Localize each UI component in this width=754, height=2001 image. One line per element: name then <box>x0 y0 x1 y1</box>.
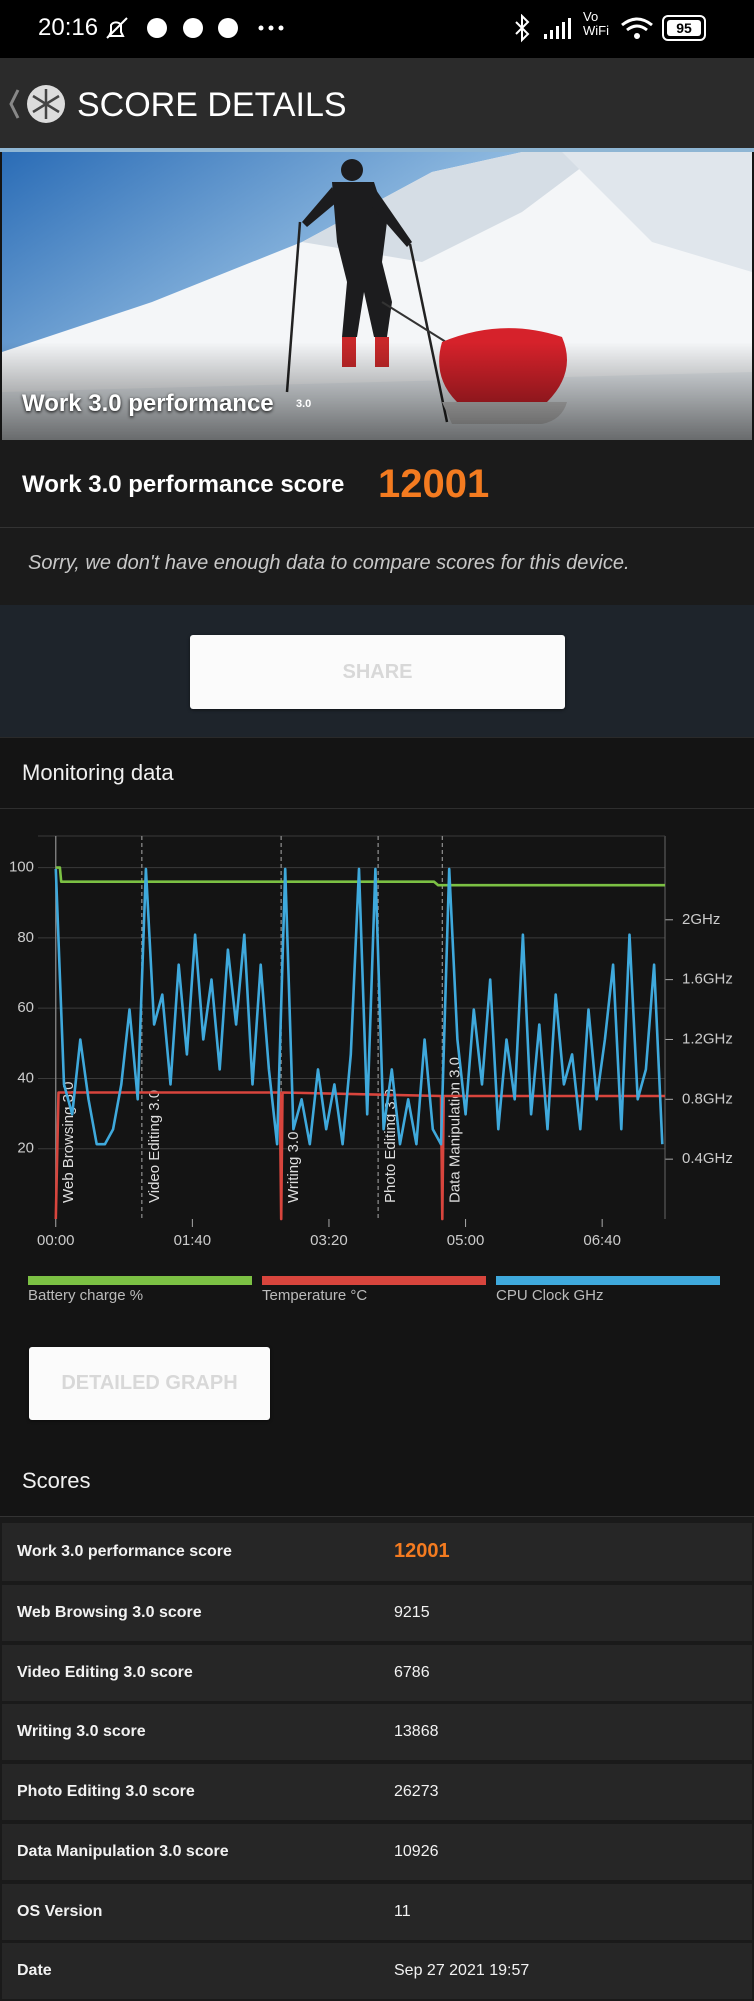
score-name: Date <box>17 1962 52 1980</box>
score-value: 6786 <box>394 1663 430 1681</box>
score-name: Photo Editing 3.0 score <box>17 1783 195 1801</box>
segment-label: Video Editing 3.0 <box>146 1090 163 1203</box>
legend-swatch <box>262 1276 486 1285</box>
hero-image <box>2 152 752 440</box>
score-value: 26273 <box>394 1783 439 1801</box>
score-name: Work 3.0 performance score <box>17 1543 232 1560</box>
y-tick-label: 80 <box>17 929 34 946</box>
battery: 95 <box>662 15 706 41</box>
score-name: Writing 3.0 score <box>17 1723 146 1741</box>
series-line <box>54 867 664 1146</box>
header-divider <box>0 148 754 152</box>
legend-swatch <box>496 1276 720 1285</box>
y-tick-label: 20 <box>17 1140 34 1157</box>
detailed-graph-button[interactable]: DETAILED GRAPH <box>29 1347 270 1420</box>
x-tick-label: 05:00 <box>447 1232 485 1249</box>
compare-message: Sorry, we don't have enough data to comp… <box>28 552 630 574</box>
section-divider <box>0 808 754 809</box>
share-area: SHARE <box>0 605 754 737</box>
scores-title: Scores <box>22 1468 91 1493</box>
score-row: Video Editing 3.0 score 6786 <box>2 1644 752 1701</box>
score-row: Data Manipulation 3.0 score 10926 <box>2 1823 752 1880</box>
monitoring-title: Monitoring data <box>22 760 174 785</box>
hero-caption: Work 3.0 performance <box>22 390 274 417</box>
segment-label: Writing 3.0 <box>285 1132 302 1203</box>
legend-label: Battery charge % <box>28 1287 143 1304</box>
score-value: 9215 <box>394 1604 430 1621</box>
series-line <box>55 866 665 887</box>
x-tick-label: 03:20 <box>310 1232 348 1249</box>
series-line <box>54 1091 665 1221</box>
score-value: 12001 <box>394 1540 450 1562</box>
x-tick-label: 00:00 <box>37 1232 75 1249</box>
score-name: Data Manipulation 3.0 score <box>17 1842 229 1860</box>
score-label: Work 3.0 performance score <box>22 471 345 498</box>
score-row: Photo Editing 3.0 score 26273 <box>2 1764 752 1821</box>
score-value: Sep 27 2021 19:57 <box>394 1962 530 1980</box>
score-row: Work 3.0 performance score 12001 <box>0 440 754 528</box>
message-row: Sorry, we don't have enough data to comp… <box>0 528 754 605</box>
legend-label: Temperature °C <box>262 1287 367 1304</box>
y2-tick-label: 0.8GHz <box>682 1090 733 1107</box>
score-name: Video Editing 3.0 score <box>17 1663 193 1681</box>
score-row: Date Sep 27 2021 19:57 <box>2 1943 752 2000</box>
share-button[interactable]: SHARE <box>190 635 565 709</box>
scores-table: Work 3.0 performance score 12001 Web Brows… <box>0 1516 754 2001</box>
hero-banner: Work 3.0 performance 3.0 <box>2 152 752 440</box>
hero-badge: 3.0 <box>296 398 312 410</box>
legend-swatch <box>28 1276 252 1285</box>
signal-icons <box>515 14 571 43</box>
y-tick-label: 40 <box>17 1069 34 1086</box>
segment-label: Data Manipulation 3.0 <box>446 1057 463 1203</box>
score-name: Web Browsing 3.0 score <box>17 1604 202 1621</box>
score-row: Work 3.0 performance score 12001 <box>2 1523 752 1581</box>
vowifi-top: Vo <box>583 9 599 24</box>
score-name: OS Version <box>17 1902 103 1920</box>
monitoring-chart: 20 40 60 80 100 0.4GHz 0.8GHz 1.2GHz 1.6GHz 2GHz 0… <box>9 835 733 1304</box>
y2-tick-label: 0.4GHz <box>682 1150 733 1167</box>
score-value: 13868 <box>394 1723 439 1741</box>
battery-level: 95 <box>667 20 701 36</box>
screen-title: SCORE DETAILS <box>77 86 347 124</box>
y-tick-label: 60 <box>17 999 34 1016</box>
score-value: 11 <box>394 1902 411 1920</box>
score-row: OS Version 11 <box>2 1883 752 1940</box>
notification-icons <box>106 17 284 39</box>
score-row: Web Browsing 3.0 score 9215 <box>2 1585 752 1641</box>
legend-label: CPU Clock GHz <box>496 1287 604 1304</box>
y2-tick-label: 1.6GHz <box>682 971 733 988</box>
vowifi-bottom: WiFi <box>583 23 609 38</box>
x-tick-label: 01:40 <box>174 1232 212 1249</box>
status-bar: 20:16 Vo WiFi 95 <box>0 0 754 58</box>
score-row: Writing 3.0 score 13868 <box>2 1704 752 1761</box>
score-value: 12001 <box>378 462 490 506</box>
x-tick-label: 06:40 <box>583 1232 621 1249</box>
y2-tick-label: 2GHz <box>682 911 720 928</box>
wifi-icon <box>621 17 653 39</box>
app-header: SCORE DETAILS <box>0 58 754 148</box>
back-button[interactable] <box>6 82 70 126</box>
y2-tick-label: 1.2GHz <box>682 1030 733 1047</box>
clock: 20:16 <box>38 14 99 41</box>
vowifi: Vo WiFi <box>583 10 609 38</box>
score-value: 10926 <box>394 1842 439 1860</box>
y-tick-label: 100 <box>9 859 34 876</box>
